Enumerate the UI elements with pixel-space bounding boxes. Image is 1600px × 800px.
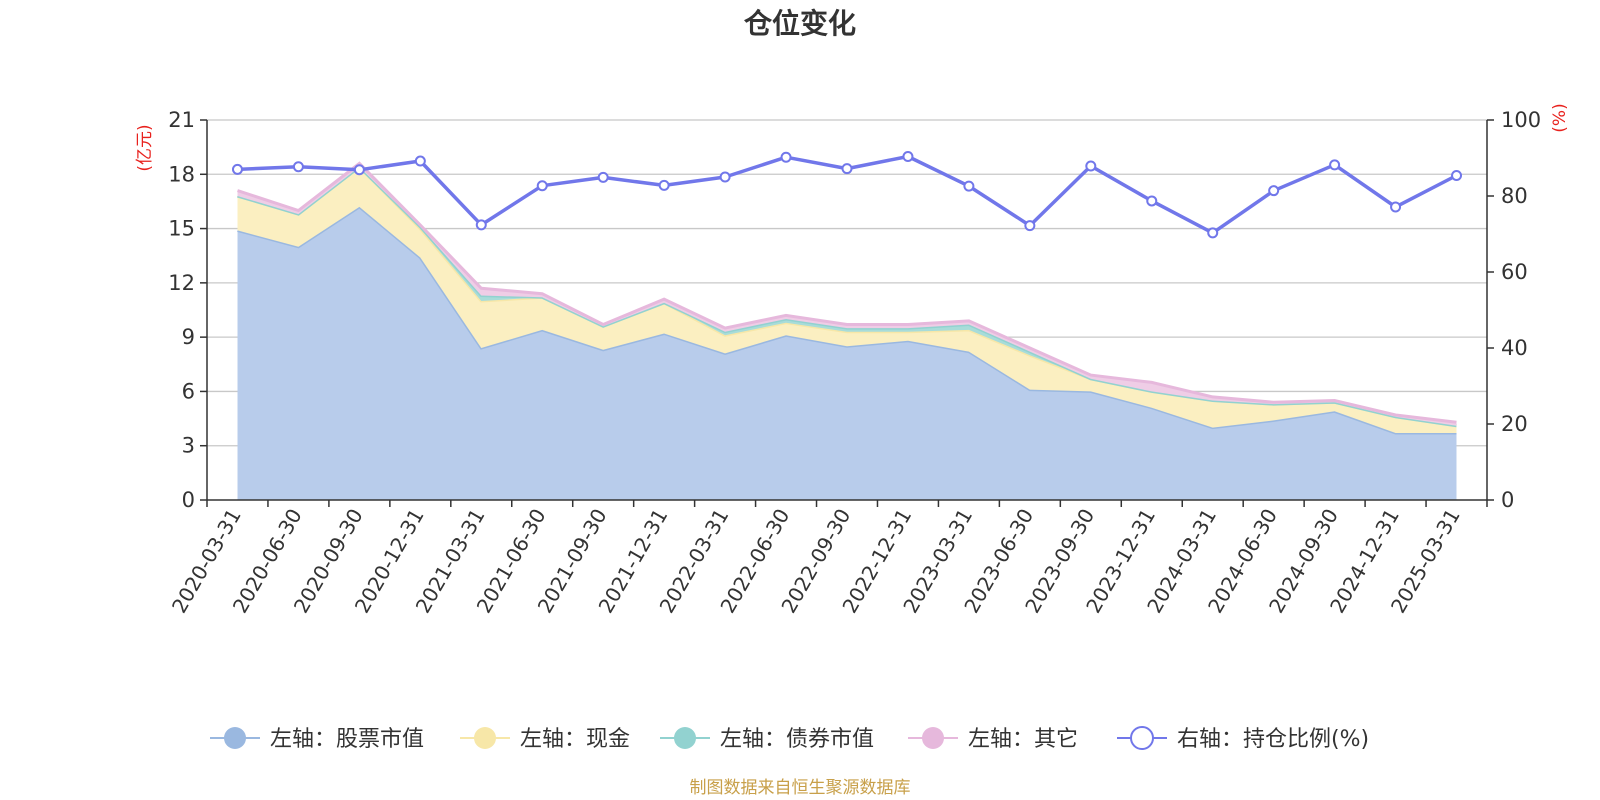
y-right-tick-label: 0 [1501,488,1514,512]
ratio-point [292,161,304,173]
area-layers [237,161,1457,500]
ratio-point [536,180,548,192]
y-left-tick-label: 6 [182,379,195,403]
y-right-tick-label: 20 [1501,412,1528,436]
legend-marker-1 [474,727,496,749]
area-fill-0 [237,206,1457,500]
legend-label-2: 左轴：债券市值 [720,727,874,752]
x-ticks: 2020-03-312020-06-302020-09-302020-12-31… [167,505,1465,618]
ratio-point [1146,195,1158,207]
legend-marker-3 [922,727,944,749]
ratio-point [1024,220,1036,232]
y-right-tick-label: 40 [1501,336,1528,360]
source-note: 制图数据来自恒生聚源数据库 [690,778,911,798]
area-fill-1 [237,167,1457,433]
legend: 左轴：股票市值 左轴：现金 左轴：债券市值 左轴：其它 右轴：持仓比例(%) [210,726,1369,752]
left-axis-unit: (亿元) [135,124,155,171]
y-left-tick-label: 12 [168,271,195,295]
legend-label-3: 左轴：其它 [968,727,1078,752]
y-left-tick-label: 0 [182,488,195,512]
y-left-tick-label: 21 [168,108,195,132]
y-right-tick-label: 60 [1501,260,1528,284]
y-left-tick-label: 18 [168,162,195,186]
ratio-point [353,164,365,176]
ratio-line [231,150,1463,239]
legend-marker-2 [674,727,696,749]
ratio-point [1268,185,1280,197]
chart-title: 仓位变化 [744,7,856,40]
y-left-tick-label: 3 [182,434,195,458]
ratio-point [1207,227,1219,239]
ratio-point [963,180,975,192]
ratio-point [841,163,853,175]
ratio-point [902,150,914,162]
legend-label-4: 右轴：持仓比例(%) [1177,727,1369,752]
legend-marker-4 [1130,726,1154,750]
y-left-tick-label: 9 [182,325,195,349]
ratio-point [780,151,792,163]
right-axis-unit: (%) [1550,103,1570,132]
ratio-point [414,155,426,167]
ratio-point [658,179,670,191]
area-line-3 [237,161,1457,424]
y-right-ticks: 0 20 40 60 80 100 [1487,108,1541,512]
legend-label-0: 左轴：股票市值 [270,727,424,752]
ratio-point [1085,160,1097,172]
ratio-point [1451,169,1463,181]
ratio-point [231,163,243,175]
y-left-ticks: 0 3 6 9 12 15 18 21 [168,108,207,512]
ratio-point [475,219,487,231]
ratio-point [719,171,731,183]
legend-label-1: 左轴：现金 [520,727,630,752]
y-right-tick-label: 80 [1501,184,1528,208]
ratio-point [1329,159,1341,171]
area-fill-3 [237,163,1457,426]
legend-marker-0 [224,727,246,749]
ratio-point [1390,201,1402,213]
y-left-tick-label: 15 [168,217,195,241]
ratio-point [597,171,609,183]
axes [206,120,1488,507]
y-right-tick-label: 100 [1501,108,1541,132]
